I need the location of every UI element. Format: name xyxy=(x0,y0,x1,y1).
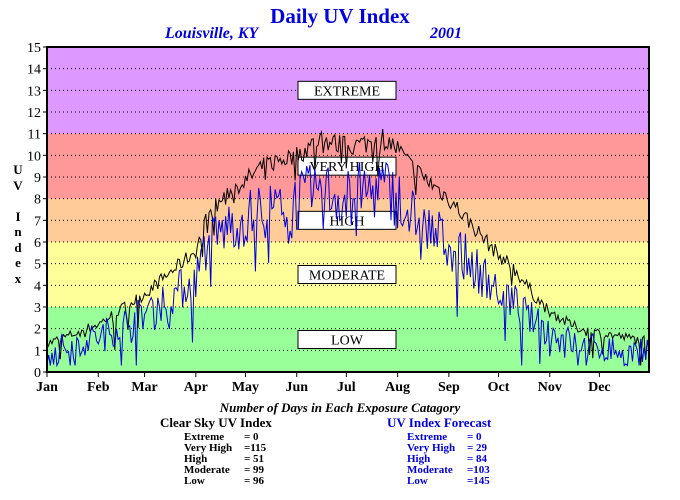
stats-row: Moderate = 99 xyxy=(160,465,272,476)
y-tick-label: 10 xyxy=(27,149,41,164)
stats-row: High = 84 xyxy=(387,454,491,465)
stats-row-name: Low xyxy=(184,475,205,487)
band-label-box xyxy=(297,80,397,100)
stats-title: Number of Days in Each Exposure Catagory xyxy=(219,400,461,415)
band-label: MODERATE xyxy=(309,269,385,284)
y-axis-label-char: d xyxy=(14,239,22,255)
stats-row-name: Very High xyxy=(184,442,233,454)
x-tick-label: Jun xyxy=(285,380,308,395)
stats-row-value: = 29 xyxy=(467,442,488,454)
y-tick-label: 2 xyxy=(34,323,41,338)
clear-sky-uv-line xyxy=(46,129,650,366)
y-tick-label: 7 xyxy=(34,214,41,229)
stats-row-name: High xyxy=(184,453,208,465)
x-tick-label: Oct xyxy=(488,380,510,395)
y-axis-label-char: n xyxy=(14,224,22,239)
y-axis-label-char: e xyxy=(15,255,21,270)
x-tick-label: Apr xyxy=(184,380,208,395)
y-tick-label: 1 xyxy=(34,344,41,359)
stats-row-name: Low xyxy=(407,475,428,487)
clear-sky-stats: Clear Sky UV Index Extreme = 0 Very High =… xyxy=(160,415,272,487)
location-label: Louisville, KY xyxy=(165,25,259,42)
x-tick-label: Jul xyxy=(337,380,356,395)
stats-row: Low = 96 xyxy=(160,476,272,487)
band-label-box xyxy=(297,330,397,349)
x-tick-label: Sep xyxy=(438,380,460,395)
x-tick-label: May xyxy=(232,380,259,395)
stats-row: Moderate =103 xyxy=(387,465,491,476)
y-tick-label: 0 xyxy=(34,366,41,381)
uv-forecast-line xyxy=(46,161,650,368)
x-tick-label: Jan xyxy=(36,380,58,395)
y-tick-label: 9 xyxy=(34,171,41,186)
y-tick-label: 14 xyxy=(27,63,41,78)
y-axis-label-char: V xyxy=(13,177,23,193)
stats-row-name: High xyxy=(407,453,431,465)
band-label: EXTREME xyxy=(314,84,380,99)
stats-row-value: = 0 xyxy=(467,431,482,443)
y-tick-label: 13 xyxy=(27,84,41,99)
x-tick-label: Feb xyxy=(87,380,110,395)
x-tick-label: Dec xyxy=(588,380,611,395)
x-tick-label: Mar xyxy=(131,380,157,395)
stats-row-value: = 0 xyxy=(244,431,259,443)
y-tick-label: 15 xyxy=(27,41,41,56)
stats-row-value: = 99 xyxy=(244,464,265,476)
stats-row: Extreme = 0 xyxy=(160,432,272,443)
y-axis-label-char: I xyxy=(15,208,21,224)
y-tick-label: 4 xyxy=(34,279,41,294)
stats-row: Very High = 29 xyxy=(387,443,491,454)
stats-row-value: =145 xyxy=(467,475,490,487)
stats-row: Low =145 xyxy=(387,476,491,487)
band-label-box xyxy=(297,265,397,284)
y-tick-label: 12 xyxy=(27,106,41,121)
band-label: LOW xyxy=(331,334,364,349)
y-tick-label: 8 xyxy=(34,193,41,208)
stats-row-value: = 51 xyxy=(244,453,265,465)
y-tick-label: 11 xyxy=(28,128,41,143)
x-tick-label: Nov xyxy=(538,380,562,395)
stats-row-name: Very High xyxy=(407,442,456,454)
stats-row-value: = 96 xyxy=(244,475,265,487)
stats-row-name: Moderate xyxy=(407,464,453,476)
stats-row-value: =115 xyxy=(244,442,267,454)
clear-sky-stats-title: Clear Sky UV Index xyxy=(160,415,272,430)
y-tick-label: 6 xyxy=(34,236,41,251)
stats-row-name: Moderate xyxy=(184,464,230,476)
stats-row-name: Extreme xyxy=(184,431,225,443)
stats-row-name: Extreme xyxy=(407,431,448,443)
stats-row: High = 51 xyxy=(160,454,272,465)
forecast-stats: UV Index Forecast Extreme = 0 Very High = … xyxy=(387,415,491,487)
stats-row: Extreme = 0 xyxy=(387,432,491,443)
stats-row: Very High =115 xyxy=(160,443,272,454)
stats-row-value: =103 xyxy=(467,464,490,476)
plot-frame xyxy=(46,46,650,373)
y-axis-label-char: U xyxy=(13,162,23,177)
year-label: 2001 xyxy=(430,25,462,42)
band-label: HIGH xyxy=(330,214,365,229)
y-tick-label: 3 xyxy=(34,301,41,316)
x-tick-label: Aug xyxy=(385,380,410,395)
y-tick-label: 5 xyxy=(34,258,41,273)
y-axis-label-char: x xyxy=(14,270,22,286)
stats-row-value: = 84 xyxy=(467,453,488,465)
chart-title: Daily UV Index xyxy=(270,4,410,28)
forecast-stats-title: UV Index Forecast xyxy=(387,415,492,430)
